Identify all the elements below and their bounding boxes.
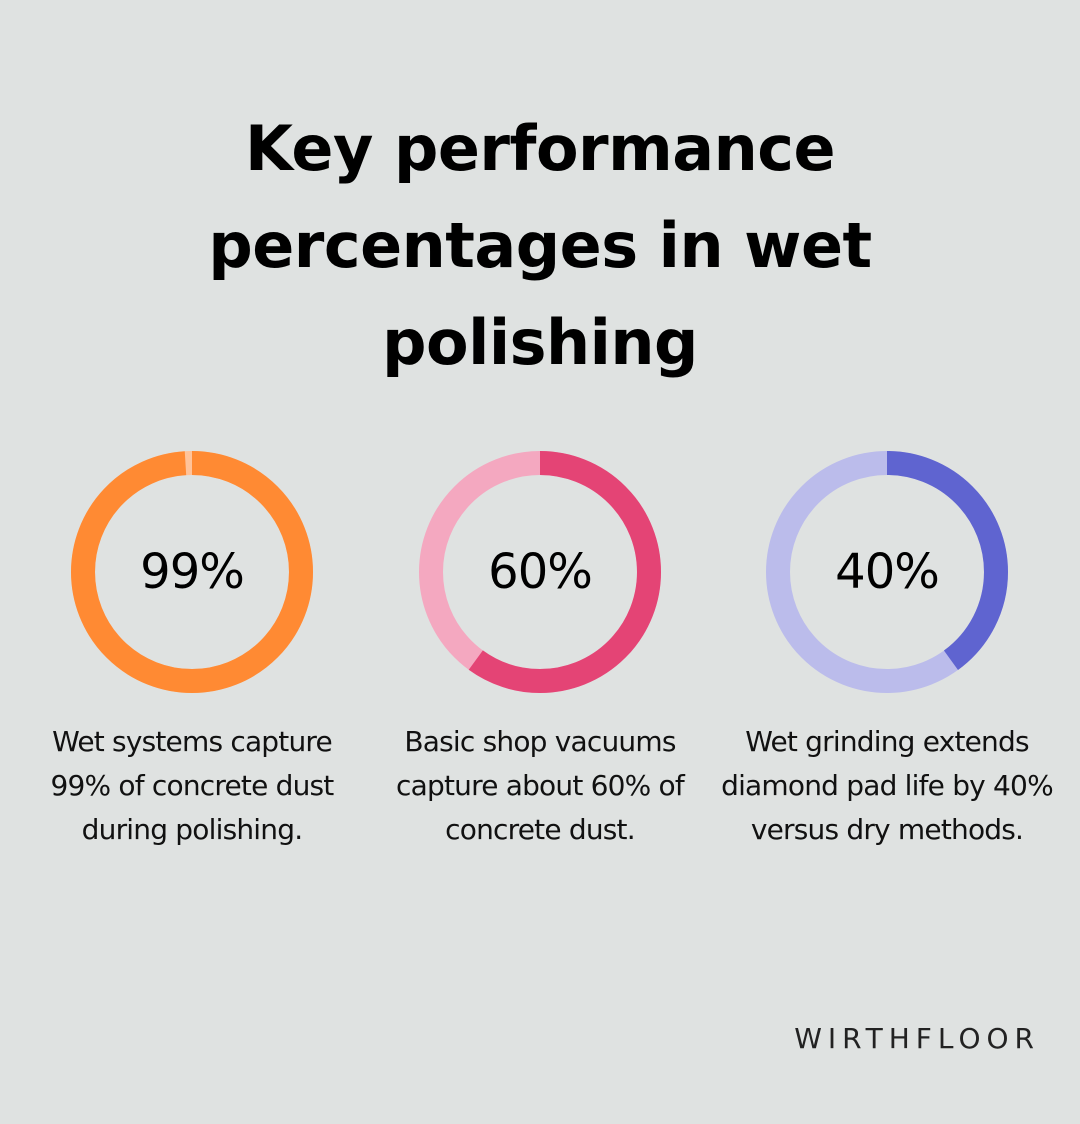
donut-chart: 99% <box>70 450 314 694</box>
stat-description: Wet systems capture 99% of concrete dust… <box>50 725 334 846</box>
donut-chart: 40% <box>765 450 1009 694</box>
page-title: Key performance percentages in wet polis… <box>208 112 872 379</box>
donut-ring-icon <box>71 451 313 693</box>
donut-ring-icon <box>766 451 1008 693</box>
percentage-value: 99% <box>140 544 245 600</box>
donut-ring-icon <box>419 451 661 693</box>
donut-chart: 60% <box>418 450 662 694</box>
brand-logo: WIRTHFLOOR <box>794 1022 1040 1055</box>
percentage-value: 60% <box>488 544 593 600</box>
stat-description: Basic shop vacuums capture about 60% of … <box>396 725 685 846</box>
stat-description: Wet grinding extends diamond pad life by… <box>721 725 1054 846</box>
stat-card-dust-capture-wet: 99% Wet systems capture 99% of concrete … <box>22 450 362 852</box>
stat-card-dust-capture-vacuum: 60% Basic shop vacuums capture about 60%… <box>370 450 710 852</box>
percentage-value: 40% <box>835 544 940 600</box>
stat-card-pad-life: 40% Wet grinding extends diamond pad lif… <box>717 450 1057 852</box>
